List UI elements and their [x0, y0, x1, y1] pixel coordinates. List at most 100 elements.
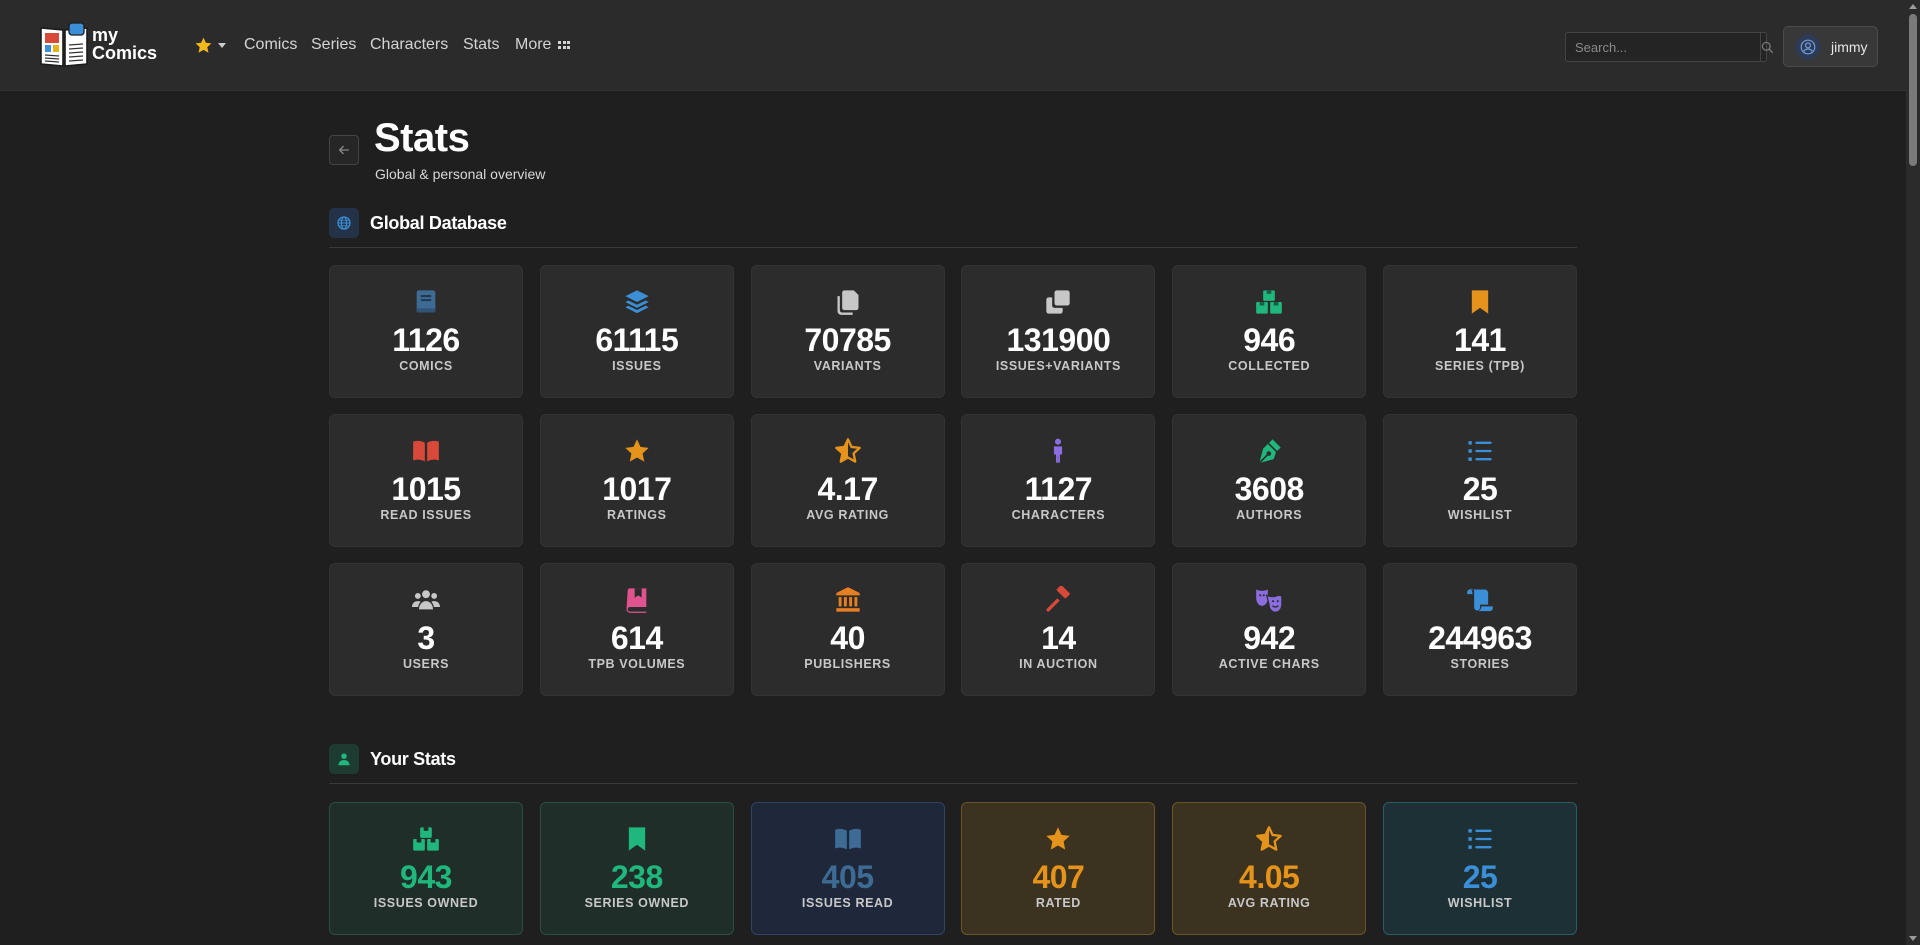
bookmark-icon	[628, 827, 645, 851]
open-book-icon	[834, 828, 861, 850]
person-icon	[1054, 438, 1063, 463]
stat-value: 61115	[595, 322, 679, 358]
stat-label: WISHLIST	[1447, 508, 1513, 522]
stat-value: 131900	[1006, 322, 1111, 358]
your-stats-grid: 943 ISSUES OWNED 238 SERIES OWNED 405 IS…	[329, 802, 1577, 935]
user-icon	[338, 753, 350, 766]
stat-card-in-auction[interactable]: 14 IN AUCTION	[961, 563, 1156, 696]
stat-card-active-chars[interactable]: 942 ACTIVE CHARS	[1172, 563, 1367, 696]
stat-label: TPB VOLUMES	[588, 657, 686, 671]
nav-more-label: More	[515, 36, 552, 53]
stat-card-your-avg-rating[interactable]: 4.05 AVG RATING	[1172, 802, 1367, 935]
user-name: jimmy	[1831, 38, 1868, 55]
stat-label: RATINGS	[607, 508, 667, 522]
stat-card-avg-rating[interactable]: 4.17 AVG RATING	[750, 414, 945, 547]
stat-value: 4.17	[817, 471, 878, 507]
stat-label: READ ISSUES	[380, 508, 472, 522]
book-bookmark-icon	[626, 588, 647, 613]
masks-theater-icon	[1256, 589, 1283, 613]
stat-card-series-tpb[interactable]: 141 SERIES (TPB)	[1382, 265, 1577, 398]
global-database-header: Global Database	[329, 208, 1577, 248]
stat-value: 1127	[1024, 471, 1093, 507]
user-circle-icon	[1800, 39, 1816, 54]
stat-card-publishers[interactable]: 40 PUBLISHERS	[750, 563, 945, 696]
stat-card-tpb-volumes[interactable]: 614 TPB VOLUMES	[539, 563, 734, 696]
stat-card-stories[interactable]: 244963 STORIES	[1382, 563, 1577, 696]
stat-card-wishlist[interactable]: 25 WISHLIST	[1382, 414, 1577, 547]
search-button[interactable]	[1760, 33, 1774, 61]
star-icon	[1046, 827, 1071, 850]
stat-label: ISSUES READ	[801, 896, 894, 910]
stat-label: STORIES	[1450, 657, 1510, 671]
mycomics-logo[interactable]: my Comics	[38, 20, 157, 68]
boxes-icon	[413, 827, 439, 851]
nav-series[interactable]: Series	[311, 36, 357, 53]
gavel-icon	[1046, 586, 1071, 612]
stat-label: SERIES OWNED	[584, 896, 690, 910]
book-icon	[416, 290, 436, 313]
section-title-personal: Your Stats	[370, 749, 456, 769]
avatar	[1795, 33, 1821, 60]
stat-label: CHARACTERS	[1011, 508, 1106, 522]
star-icon	[625, 439, 649, 462]
arrow-left-icon	[338, 145, 350, 155]
favorites-dropdown[interactable]	[194, 36, 226, 55]
stat-value: 14	[1041, 620, 1076, 656]
globe-icon	[337, 216, 351, 230]
star-half-icon	[1256, 826, 1283, 851]
stat-value: 943	[400, 859, 452, 895]
search-input[interactable]	[1566, 33, 1760, 61]
stat-label: VARIANTS	[813, 359, 882, 373]
section-icon-box	[329, 744, 359, 774]
stat-label: SERIES (TPB)	[1435, 359, 1525, 373]
stat-card-variants[interactable]: 70785 VARIANTS	[750, 265, 945, 398]
stat-card-collected[interactable]: 946 COLLECTED	[1172, 265, 1367, 398]
stat-card-ratings[interactable]: 1017 RATINGS	[539, 414, 734, 547]
stat-card-authors[interactable]: 3608 AUTHORS	[1172, 414, 1367, 547]
layers-icon	[625, 290, 649, 314]
user-menu-button[interactable]: jimmy	[1783, 26, 1878, 67]
nav-characters[interactable]: Characters	[370, 36, 449, 53]
chevron-down-icon	[218, 43, 226, 48]
stat-value: 614	[610, 620, 663, 656]
star-icon	[195, 37, 212, 53]
scroll-down-arrow-icon[interactable]	[1909, 936, 1917, 941]
page-scrollbar[interactable]	[1906, 0, 1920, 945]
stat-card-rated[interactable]: 407 RATED	[961, 802, 1156, 935]
stat-card-your-wishlist[interactable]: 25 WISHLIST	[1382, 802, 1577, 935]
stat-card-issues[interactable]: 61115 ISSUES	[539, 265, 734, 398]
stat-value: 942	[1243, 620, 1296, 656]
scrollbar-thumb[interactable]	[1909, 14, 1917, 166]
nav-more[interactable]: More	[515, 36, 571, 54]
stat-value: 141	[1454, 322, 1506, 358]
stat-value: 70785	[804, 322, 891, 358]
stat-value: 3608	[1234, 471, 1305, 507]
global-stats-grid: 1126 COMICS 61115 ISSUES 70785 VARIANTS …	[329, 265, 1577, 696]
stat-label: RATED	[1035, 896, 1081, 910]
stat-label: AVG RATING	[1227, 896, 1311, 910]
stat-card-read-issues[interactable]: 1015 READ ISSUES	[329, 414, 523, 547]
stat-card-characters[interactable]: 1127 CHARACTERS	[961, 414, 1156, 547]
stat-label: COMICS	[399, 359, 453, 373]
nav-stats[interactable]: Stats	[463, 36, 500, 53]
stat-card-issues-owned[interactable]: 943 ISSUES OWNED	[329, 802, 523, 935]
stat-card-series-owned[interactable]: 238 SERIES OWNED	[539, 802, 734, 935]
grid-icon	[558, 41, 571, 49]
stat-value: 1015	[391, 471, 461, 507]
stat-card-comics[interactable]: 1126 COMICS	[329, 265, 523, 398]
stat-card-issues-variants[interactable]: 131900 ISSUES+VARIANTS	[961, 265, 1156, 398]
nav-comics[interactable]: Comics	[244, 36, 298, 53]
scroll-up-arrow-icon[interactable]	[1909, 4, 1917, 9]
stat-value: 25	[1462, 859, 1498, 895]
copy-icon	[837, 290, 859, 315]
clone-icon	[1046, 290, 1071, 314]
section-title-global: Global Database	[370, 213, 507, 233]
stat-label: WISHLIST	[1447, 896, 1513, 910]
search-icon	[1761, 41, 1774, 53]
stat-label: ISSUES	[612, 359, 662, 373]
back-button[interactable]	[329, 135, 359, 165]
stat-card-issues-read[interactable]: 405 ISSUES READ	[750, 802, 945, 935]
stat-card-users[interactable]: 3 USERS	[329, 563, 523, 696]
users-icon	[412, 590, 440, 610]
stat-value: 238	[610, 859, 663, 895]
